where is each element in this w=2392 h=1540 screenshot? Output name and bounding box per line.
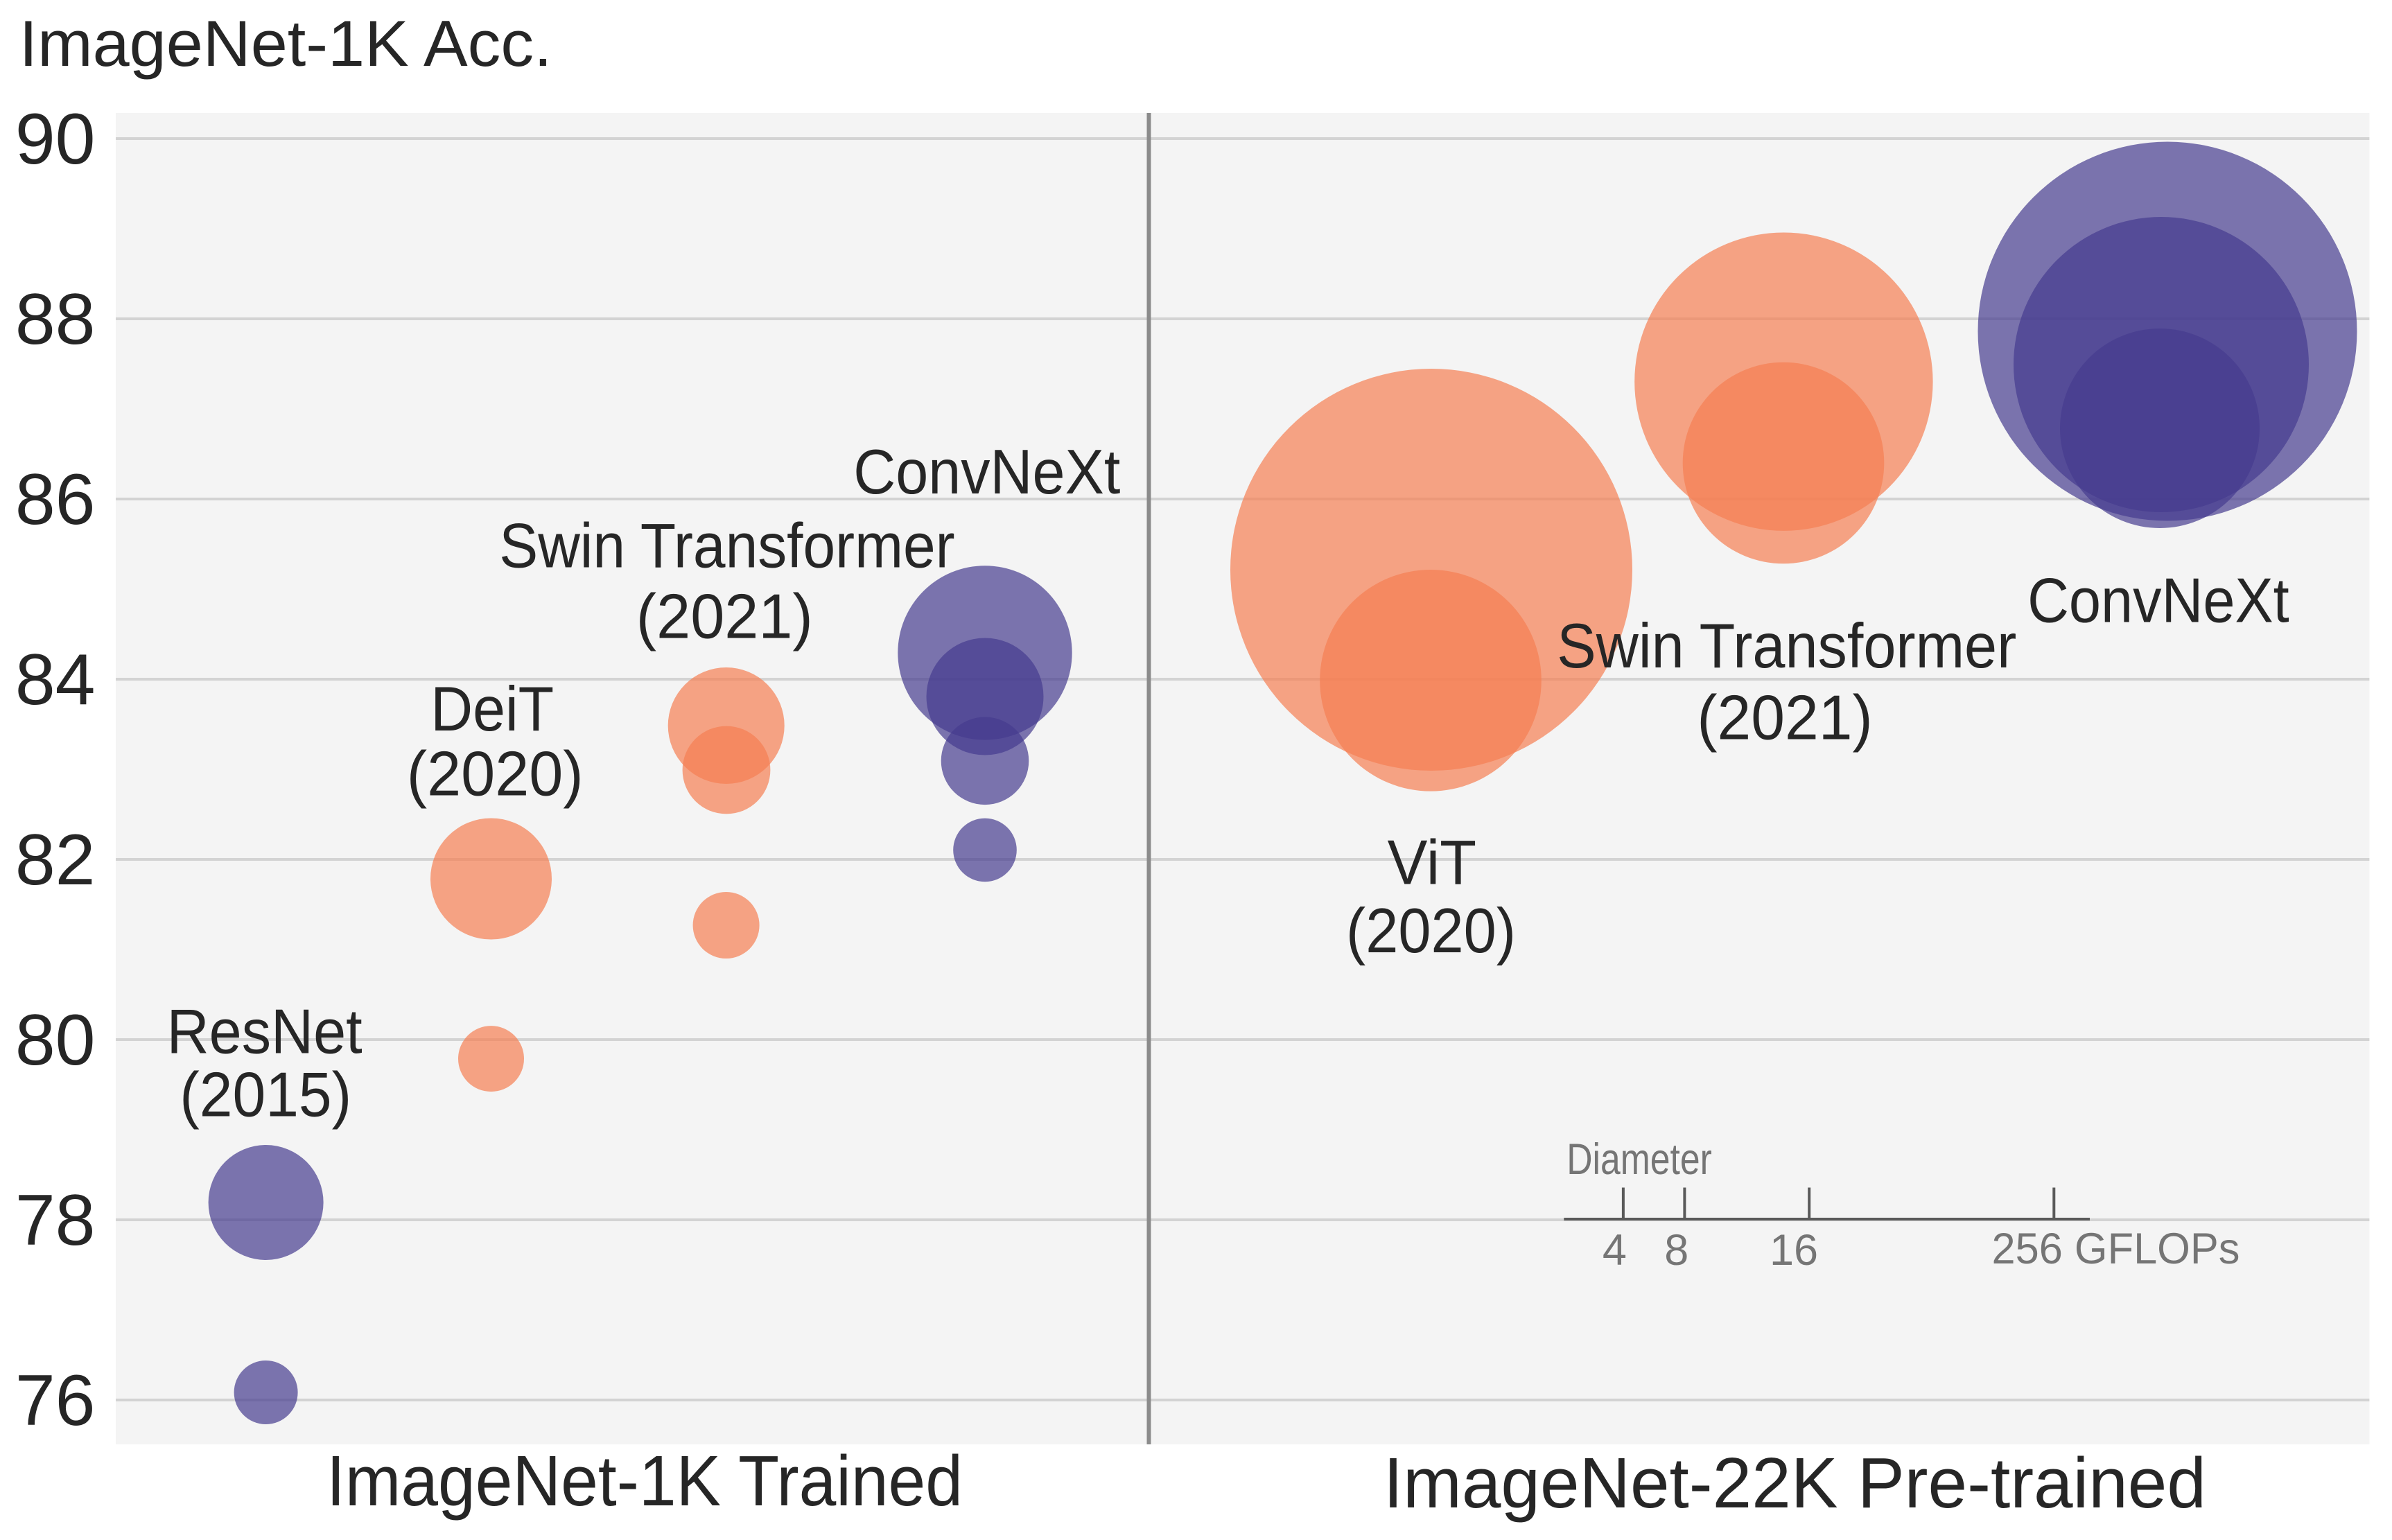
svg-text:Swin Transformer: Swin Transformer [1557,611,2016,681]
svg-text:84: 84 [15,640,96,720]
svg-text:ConvNeXt: ConvNeXt [853,437,1120,507]
svg-text:256 GFLOPs: 256 GFLOPs [1992,1225,2240,1273]
svg-text:(2020): (2020) [1346,896,1516,966]
svg-text:78: 78 [15,1180,96,1261]
svg-text:ImageNet-1K Acc.: ImageNet-1K Acc. [19,7,552,80]
svg-text:Diameter: Diameter [1566,1135,1712,1184]
svg-text:(2015): (2015) [180,1060,351,1130]
svg-text:(2020): (2020) [407,739,584,809]
svg-text:90: 90 [15,99,96,180]
svg-text:DeiT: DeiT [430,674,554,744]
svg-text:88: 88 [15,279,96,360]
svg-text:16: 16 [1770,1226,1818,1275]
svg-text:ResNet: ResNet [167,997,363,1067]
svg-text:ImageNet-22K Pre-trained: ImageNet-22K Pre-trained [1383,1443,2206,1523]
svg-text:Swin Transformer: Swin Transformer [499,511,954,581]
svg-text:(2021): (2021) [1697,683,1872,753]
svg-text:ConvNeXt: ConvNeXt [2027,566,2289,636]
svg-text:ViT: ViT [1388,828,1476,898]
svg-text:82: 82 [15,820,96,900]
svg-text:4: 4 [1603,1226,1627,1275]
svg-text:86: 86 [15,460,96,540]
svg-text:ImageNet-1K Trained: ImageNet-1K Trained [326,1441,963,1521]
svg-text:80: 80 [15,1000,96,1080]
svg-text:76: 76 [15,1360,96,1441]
svg-text:(2021): (2021) [636,582,813,652]
svg-text:8: 8 [1664,1226,1688,1275]
